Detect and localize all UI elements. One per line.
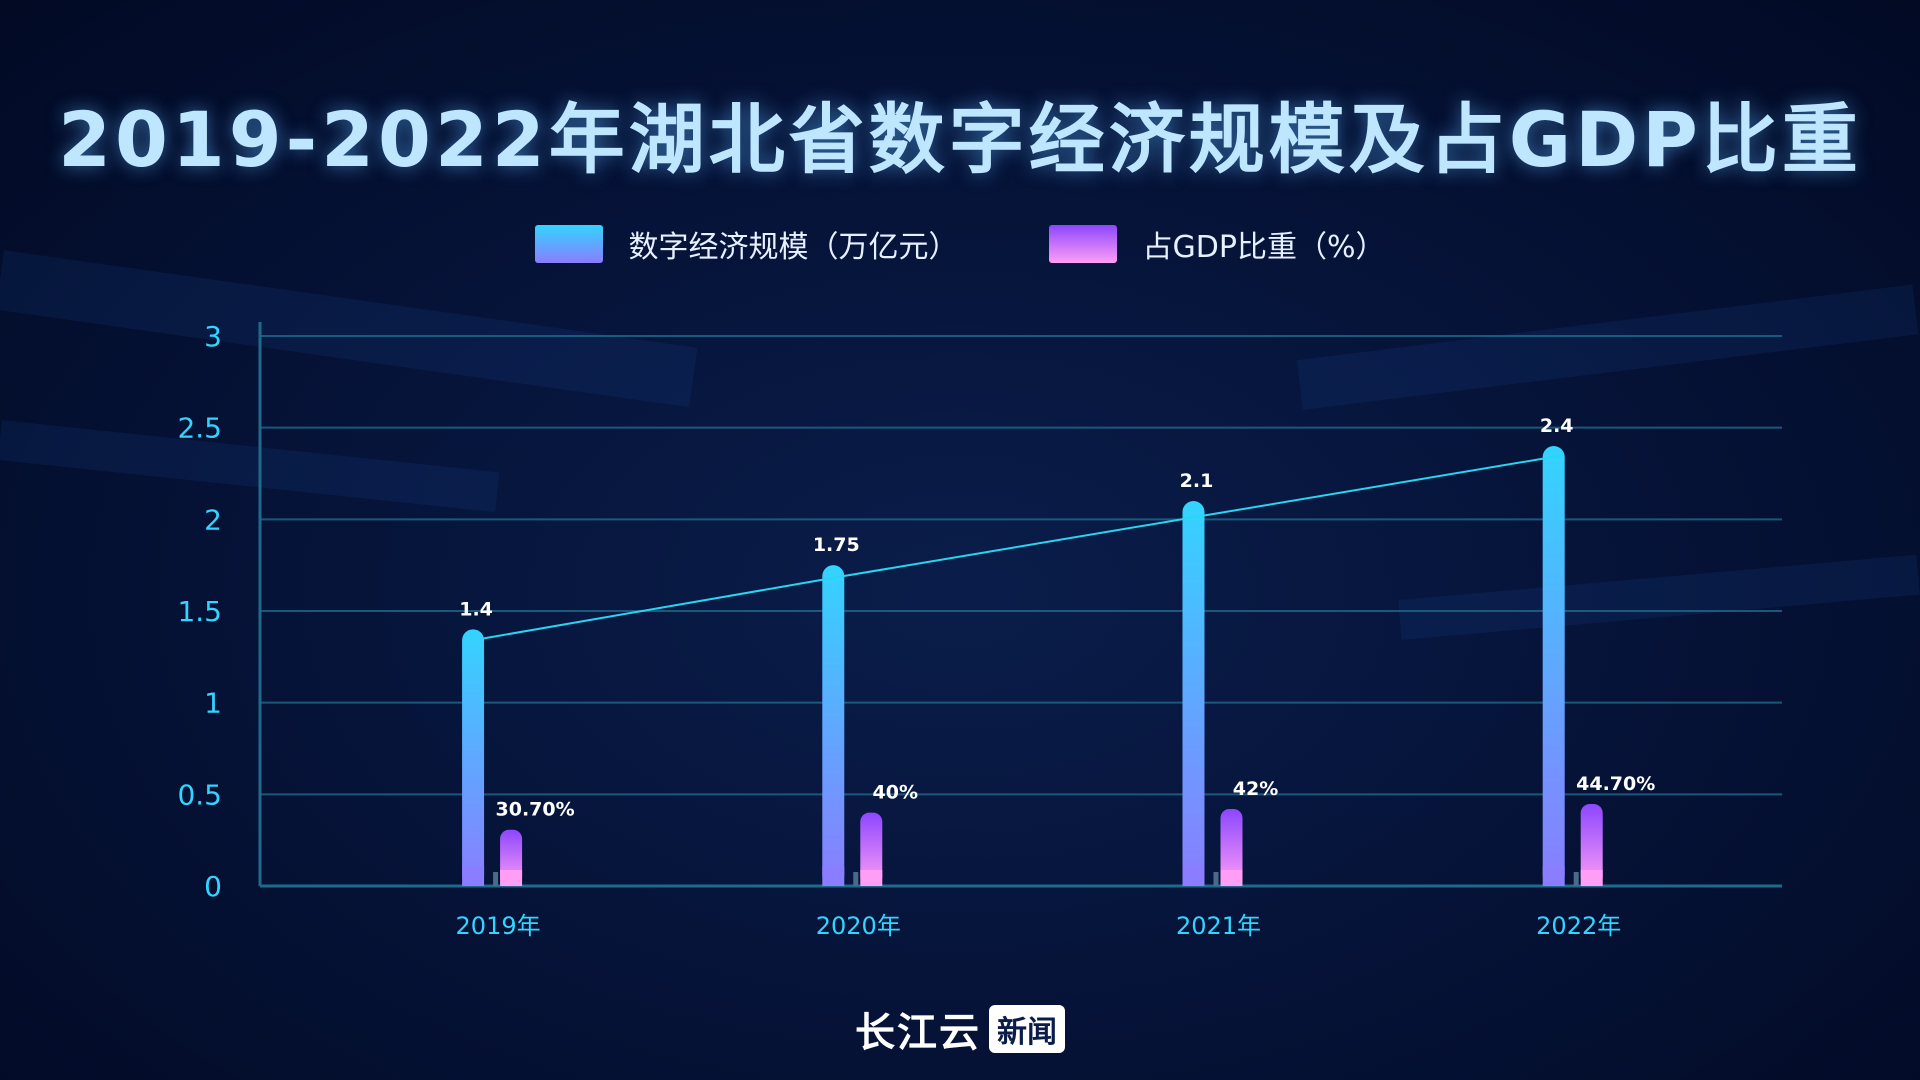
bars — [462, 446, 1603, 886]
bar-gdp-share — [1220, 809, 1243, 886]
bar-gdp-share-base — [1580, 870, 1603, 886]
data-label-digital-economy: 1.75 — [813, 534, 860, 556]
bar-digital-economy — [822, 565, 845, 886]
bar-gdp-share-base — [860, 870, 883, 886]
labels: 1.4 30.70% 1.75 40% 2.1 42% 2.4 44.70% — [459, 415, 1655, 821]
bar-digital-economy-base — [1182, 866, 1205, 886]
data-label-gdp-share: 42% — [1233, 778, 1278, 800]
axes: 0 0.5 1 1.5 2 2.5 3 2019年 2020年 2021年 2022年 — [177, 320, 1782, 940]
x-tick-label: 2019年 — [456, 912, 541, 940]
bar-gdp-share — [860, 812, 883, 886]
brand-box-text: 新闻 — [989, 1005, 1065, 1053]
bar-gdp-share-base — [1220, 870, 1243, 886]
data-label-digital-economy: 2.4 — [1540, 415, 1574, 437]
legend-label-digital-economy: 数字经济规模（万亿元） — [628, 230, 959, 265]
y-tick-label: 3 — [204, 320, 222, 353]
legend: 数字经济规模（万亿元） 占GDP比重（%） — [0, 222, 1920, 266]
grid-lines — [260, 335, 1782, 796]
y-tick-label: 2 — [204, 503, 222, 536]
y-tick-label: 0 — [204, 870, 222, 903]
bar-digital-economy-base — [462, 866, 485, 886]
data-label-gdp-share: 40% — [873, 782, 918, 804]
x-tick-mark — [1213, 872, 1219, 886]
y-tick-label: 1 — [204, 687, 222, 720]
x-tick-label: 2021年 — [1176, 912, 1261, 940]
data-label-gdp-share: 44.70% — [1576, 773, 1655, 795]
bar-gdp-share — [1580, 804, 1603, 886]
x-tick-label: 2022年 — [1536, 912, 1621, 940]
y-tick-label: 1.5 — [177, 595, 222, 628]
legend-label-gdp-share: 占GDP比重（%） — [1142, 230, 1386, 265]
data-label-digital-economy: 1.4 — [459, 598, 493, 620]
bar-digital-economy — [1542, 446, 1565, 886]
brand-logo: 长江云 新闻 — [0, 1000, 1920, 1058]
trend-line-layer — [482, 454, 1564, 640]
brand-main-text: 长江云 — [855, 1010, 981, 1056]
legend-swatch-gdp-share — [1048, 225, 1117, 263]
chart-title: 2019-2022年湖北省数字经济规模及占GDP比重 — [58, 95, 1862, 184]
legend-swatch-digital-economy — [534, 225, 603, 263]
bar-digital-economy — [462, 629, 485, 886]
data-label-gdp-share: 30.70% — [496, 799, 575, 821]
x-tick-mark — [853, 872, 859, 886]
y-tick-label: 0.5 — [177, 778, 222, 811]
bar-digital-economy — [1182, 501, 1205, 886]
bar-digital-economy-base — [822, 866, 845, 886]
y-tick-label: 2.5 — [177, 412, 222, 445]
data-label-digital-economy: 2.1 — [1180, 470, 1214, 492]
trend-line — [482, 454, 1564, 640]
x-tick-mark — [1573, 872, 1579, 886]
x-tick-mark — [493, 872, 499, 886]
x-tick-label: 2020年 — [816, 912, 901, 940]
legend-item-digital-economy: 数字经济规模（万亿元） — [534, 222, 959, 266]
legend-item-gdp-share: 占GDP比重（%） — [1048, 222, 1386, 266]
bar-digital-economy-base — [1542, 866, 1565, 886]
bar-gdp-share-base — [500, 870, 523, 886]
